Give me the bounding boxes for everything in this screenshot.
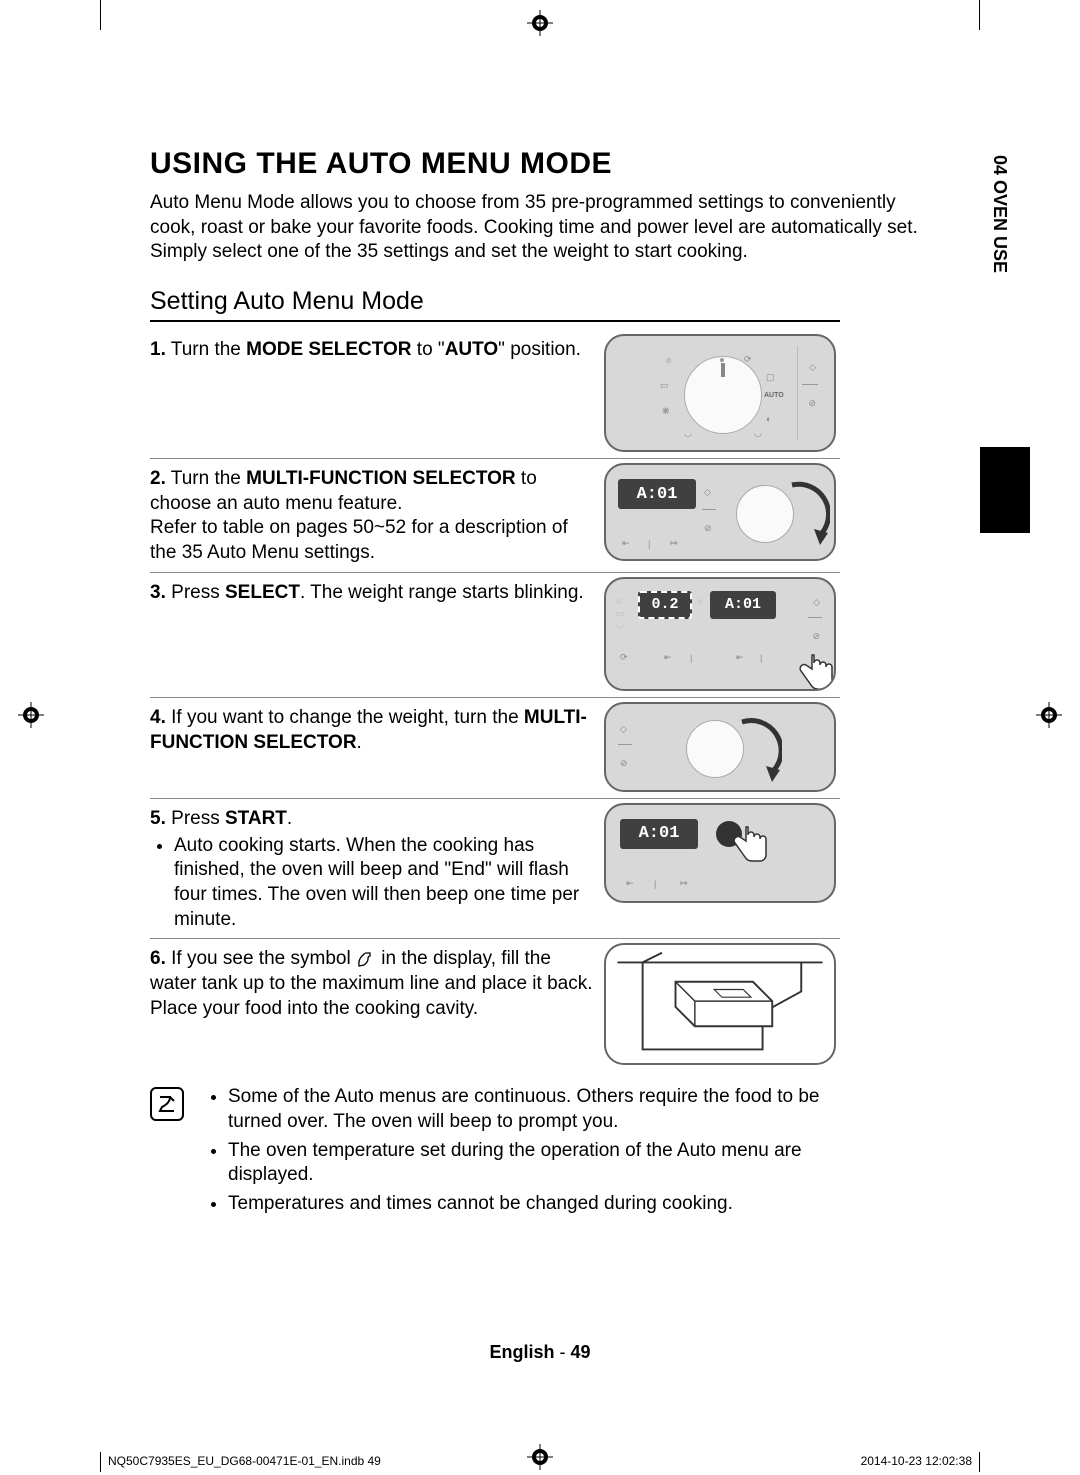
step-6-diagram [604, 943, 840, 1065]
page-title: USING THE AUTO MENU MODE [150, 147, 930, 181]
page-footer: English - 49 [100, 1342, 980, 1363]
thumb-tab [980, 447, 1030, 533]
step-5-diagram: A:01 ⇤ | ↦ [604, 803, 840, 903]
step-1-diagram: AUTO ⌾ ▭ ❋ ◡ ⟳ ▢ ◐ ◡ ◇ ⊘ [604, 334, 840, 452]
registration-mark-icon [1036, 702, 1062, 728]
step-4-diagram: ◇ ⊘ [604, 702, 840, 792]
step-row: 2. Turn the MULTI-FUNCTION SELECTOR to c… [150, 459, 840, 573]
step-row: 1. Turn the MODE SELECTOR to "AUTO" posi… [150, 330, 840, 459]
step-2-text: 2. Turn the MULTI-FUNCTION SELECTOR to c… [150, 463, 604, 566]
step-2-diagram: A:01 ◇ ⊘ ⇤ | ↦ [604, 463, 840, 561]
step-row: 3. Press SELECT. The weight range starts… [150, 573, 840, 698]
crop-mark [100, 0, 101, 30]
step-6-text: 6. If you see the symbol in the display,… [150, 943, 604, 1021]
registration-mark-icon [527, 10, 553, 36]
step-row: 4. If you want to change the weight, tur… [150, 698, 840, 799]
print-footer: NQ50C7935ES_EU_DG68-00471E-01_EN.indb 49… [108, 1454, 972, 1468]
crop-mark [100, 1452, 101, 1472]
crop-mark [979, 0, 980, 30]
intro-paragraph: Auto Menu Mode allows you to choose from… [150, 191, 930, 265]
crop-mark [979, 1452, 980, 1472]
step-4-text: 4. If you want to change the weight, tur… [150, 702, 604, 755]
step-3-text: 3. Press SELECT. The weight range starts… [150, 577, 604, 606]
step-5-text: 5. Press START. Auto cooking starts. Whe… [150, 803, 604, 932]
step-1-text: 1. Turn the MODE SELECTOR to "AUTO" posi… [150, 334, 604, 363]
step-row: 6. If you see the symbol in the display,… [150, 939, 840, 1071]
water-tank-icon [356, 951, 376, 967]
step-3-diagram: 0.2 A:01 ⌾▭◡ ❋ ◇ ⊘ ⟳ ⇤ | ⇤ | [604, 577, 840, 691]
section-tab: 04 OVEN USE [989, 155, 1010, 273]
registration-mark-icon [18, 702, 44, 728]
step-row: 5. Press START. Auto cooking starts. Whe… [150, 799, 840, 939]
note-block: Some of the Auto menus are continuous. O… [150, 1085, 840, 1220]
note-text: Some of the Auto menus are continuous. O… [206, 1085, 840, 1220]
section-subtitle: Setting Auto Menu Mode [150, 287, 840, 322]
note-icon [150, 1087, 184, 1121]
